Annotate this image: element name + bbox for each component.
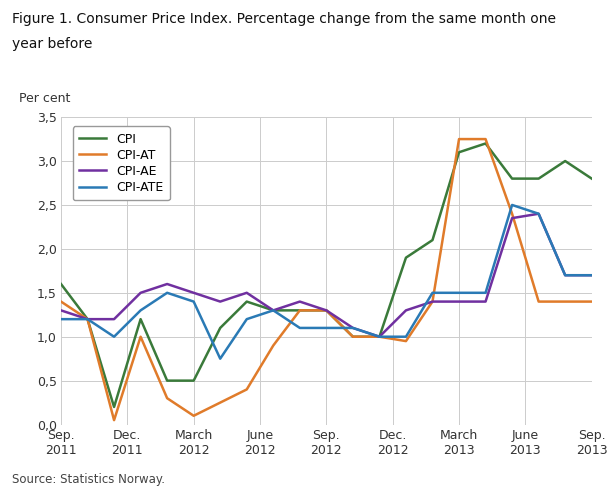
CPI-AT — [349, 334, 356, 340]
CPI — [455, 149, 462, 155]
CPI-ATE — [508, 202, 515, 208]
CPI-ATE — [402, 334, 409, 340]
CPI-ATE — [163, 290, 171, 296]
CPI-AT — [402, 338, 409, 344]
CPI-AE — [243, 290, 250, 296]
CPI-AE — [296, 299, 303, 305]
CPI-AT — [508, 211, 515, 217]
CPI-ATE — [429, 290, 436, 296]
CPI — [349, 334, 356, 340]
CPI-AT — [84, 316, 92, 322]
CPI — [270, 307, 277, 313]
Text: Per cent: Per cent — [18, 92, 70, 105]
CPI-AT — [270, 343, 277, 348]
CPI-AT — [163, 395, 171, 401]
CPI — [588, 176, 595, 182]
CPI — [429, 237, 436, 243]
CPI-AT — [217, 400, 224, 406]
CPI-AE — [402, 307, 409, 313]
CPI-AE — [429, 299, 436, 305]
CPI-AT — [429, 299, 436, 305]
CPI — [137, 316, 144, 322]
CPI — [296, 307, 303, 313]
CPI-ATE — [349, 325, 356, 331]
CPI — [84, 316, 92, 322]
CPI-ATE — [455, 290, 462, 296]
CPI-ATE — [270, 307, 277, 313]
Line: CPI-AE: CPI-AE — [61, 214, 592, 337]
CPI — [535, 176, 542, 182]
CPI-AE — [270, 307, 277, 313]
CPI-AE — [455, 299, 462, 305]
CPI-ATE — [84, 316, 92, 322]
CPI-ATE — [376, 334, 383, 340]
CPI-AT — [482, 136, 489, 142]
CPI-AT — [57, 299, 65, 305]
Text: year before: year before — [12, 37, 93, 51]
Line: CPI-ATE: CPI-ATE — [61, 205, 592, 359]
CPI-AE — [57, 307, 65, 313]
CPI — [110, 404, 118, 410]
CPI-ATE — [588, 272, 595, 278]
CPI-AE — [217, 299, 224, 305]
CPI-AE — [84, 316, 92, 322]
CPI-ATE — [190, 299, 197, 305]
CPI-AE — [349, 325, 356, 331]
CPI-ATE — [561, 272, 569, 278]
CPI — [402, 255, 409, 261]
CPI-AT — [190, 413, 197, 419]
CPI-AT — [110, 417, 118, 423]
Legend: CPI, CPI-AT, CPI-AE, CPI-ATE: CPI, CPI-AT, CPI-AE, CPI-ATE — [73, 126, 170, 200]
CPI-ATE — [535, 211, 542, 217]
CPI-ATE — [57, 316, 65, 322]
CPI-AE — [137, 290, 144, 296]
CPI-ATE — [482, 290, 489, 296]
Text: Figure 1. Consumer Price Index. Percentage change from the same month one: Figure 1. Consumer Price Index. Percenta… — [12, 12, 556, 26]
CPI-AE — [482, 299, 489, 305]
CPI-AE — [110, 316, 118, 322]
CPI-ATE — [217, 356, 224, 362]
CPI-AT — [561, 299, 569, 305]
CPI-AT — [455, 136, 462, 142]
CPI-ATE — [110, 334, 118, 340]
CPI-AE — [323, 307, 330, 313]
CPI — [163, 378, 171, 384]
Text: Source: Statistics Norway.: Source: Statistics Norway. — [12, 472, 165, 486]
CPI-AT — [137, 334, 144, 340]
CPI-AT — [376, 334, 383, 340]
Line: CPI-AT: CPI-AT — [61, 139, 592, 420]
CPI — [482, 141, 489, 146]
CPI — [561, 158, 569, 164]
CPI-ATE — [296, 325, 303, 331]
CPI-AT — [243, 386, 250, 392]
CPI — [57, 281, 65, 287]
CPI — [376, 334, 383, 340]
CPI — [243, 299, 250, 305]
CPI-AT — [535, 299, 542, 305]
CPI-ATE — [323, 325, 330, 331]
CPI — [508, 176, 515, 182]
CPI-ATE — [243, 316, 250, 322]
CPI-AE — [190, 290, 197, 296]
CPI-AE — [561, 272, 569, 278]
CPI-AE — [508, 215, 515, 221]
CPI-ATE — [137, 307, 144, 313]
CPI — [217, 325, 224, 331]
Line: CPI: CPI — [61, 143, 592, 407]
CPI-AT — [323, 307, 330, 313]
CPI-AE — [588, 272, 595, 278]
CPI — [190, 378, 197, 384]
CPI-AT — [296, 307, 303, 313]
CPI-AE — [535, 211, 542, 217]
CPI-AE — [376, 334, 383, 340]
CPI-AT — [588, 299, 595, 305]
CPI-AE — [163, 281, 171, 287]
CPI — [323, 307, 330, 313]
